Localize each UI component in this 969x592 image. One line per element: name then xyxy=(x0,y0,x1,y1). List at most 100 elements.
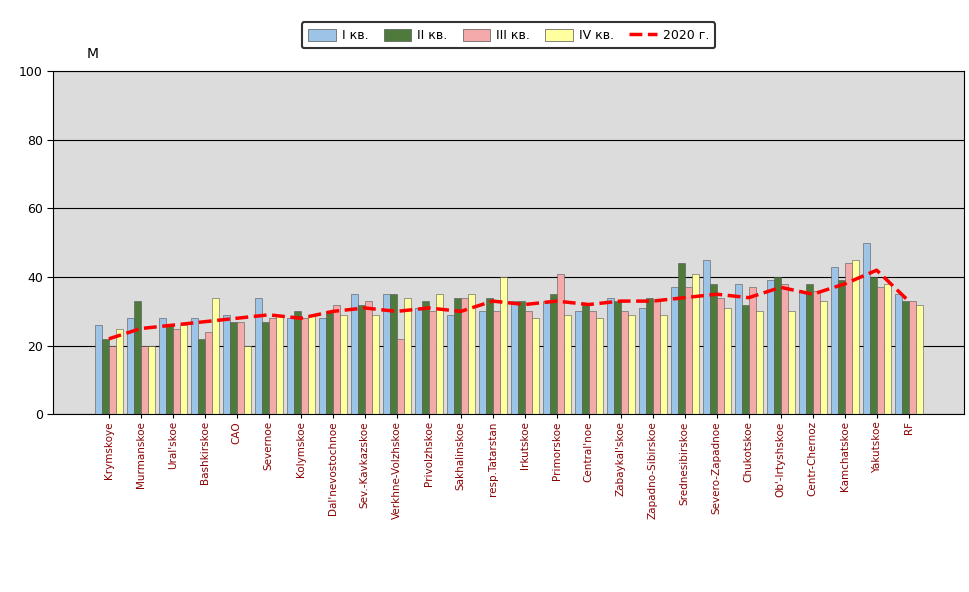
Bar xyxy=(581,304,589,414)
Bar xyxy=(364,301,372,414)
Bar xyxy=(703,260,709,414)
Legend: I кв., II кв., III кв., IV кв., 2020 г.: I кв., II кв., III кв., IV кв., 2020 г. xyxy=(302,22,715,49)
Bar xyxy=(223,315,230,414)
Bar xyxy=(813,291,820,414)
Bar xyxy=(396,339,404,414)
Bar xyxy=(447,315,453,414)
Bar xyxy=(460,298,468,414)
Text: М: М xyxy=(87,47,99,61)
Bar xyxy=(180,325,187,414)
Bar xyxy=(830,267,837,414)
Bar xyxy=(383,294,390,414)
Bar xyxy=(236,321,244,414)
Bar xyxy=(564,315,571,414)
Bar xyxy=(557,274,564,414)
Bar xyxy=(901,301,909,414)
Bar xyxy=(837,281,845,414)
Bar xyxy=(607,298,613,414)
Bar xyxy=(532,318,539,414)
Bar xyxy=(685,287,692,414)
Bar xyxy=(805,284,813,414)
Bar xyxy=(492,311,500,414)
Bar xyxy=(319,318,326,414)
Bar xyxy=(653,301,660,414)
Bar xyxy=(141,346,148,414)
Bar xyxy=(102,339,109,414)
Bar xyxy=(212,298,219,414)
Bar xyxy=(340,315,347,414)
Bar xyxy=(862,243,869,414)
Bar xyxy=(372,315,379,414)
Bar xyxy=(415,308,422,414)
Bar xyxy=(166,325,172,414)
Bar xyxy=(332,304,340,414)
Bar xyxy=(575,311,581,414)
Bar xyxy=(724,308,731,414)
Bar xyxy=(916,304,922,414)
Bar xyxy=(358,304,364,414)
Bar xyxy=(390,294,396,414)
Bar xyxy=(422,301,428,414)
Bar xyxy=(894,294,901,414)
Bar xyxy=(468,294,475,414)
Bar xyxy=(294,311,300,414)
Bar xyxy=(596,318,603,414)
Bar xyxy=(639,308,645,414)
Bar xyxy=(845,263,852,414)
Bar xyxy=(351,294,358,414)
Bar xyxy=(773,277,781,414)
Bar xyxy=(191,318,198,414)
Bar xyxy=(511,301,517,414)
Bar xyxy=(709,284,717,414)
Bar xyxy=(109,346,116,414)
Bar xyxy=(95,325,102,414)
Bar xyxy=(326,311,332,414)
Bar xyxy=(525,311,532,414)
Bar xyxy=(276,315,283,414)
Bar xyxy=(671,287,677,414)
Bar xyxy=(645,298,653,414)
Bar xyxy=(589,311,596,414)
Bar xyxy=(159,318,166,414)
Bar xyxy=(255,298,262,414)
Bar xyxy=(660,315,667,414)
Bar xyxy=(198,339,204,414)
Bar xyxy=(517,301,525,414)
Bar xyxy=(877,287,884,414)
Bar xyxy=(244,346,251,414)
Bar xyxy=(692,274,699,414)
Bar xyxy=(677,263,685,414)
Bar xyxy=(820,301,827,414)
Bar xyxy=(869,277,877,414)
Bar xyxy=(735,284,741,414)
Bar xyxy=(308,315,315,414)
Bar xyxy=(485,298,492,414)
Bar xyxy=(134,301,141,414)
Bar xyxy=(148,346,155,414)
Bar xyxy=(436,294,443,414)
Bar xyxy=(852,260,859,414)
Bar xyxy=(453,298,460,414)
Bar xyxy=(479,311,485,414)
Bar xyxy=(749,287,756,414)
Bar xyxy=(500,277,507,414)
Bar xyxy=(798,291,805,414)
Bar xyxy=(172,329,180,414)
Bar xyxy=(766,281,773,414)
Bar xyxy=(884,284,891,414)
Bar xyxy=(781,284,788,414)
Bar xyxy=(756,311,763,414)
Bar xyxy=(300,318,308,414)
Bar xyxy=(543,301,549,414)
Bar xyxy=(428,311,436,414)
Bar xyxy=(788,311,795,414)
Bar xyxy=(230,321,236,414)
Bar xyxy=(262,321,268,414)
Bar xyxy=(628,315,635,414)
Bar xyxy=(621,311,628,414)
Bar xyxy=(549,294,557,414)
Bar xyxy=(613,301,621,414)
Bar xyxy=(268,318,276,414)
Bar xyxy=(909,301,916,414)
Bar xyxy=(741,304,749,414)
